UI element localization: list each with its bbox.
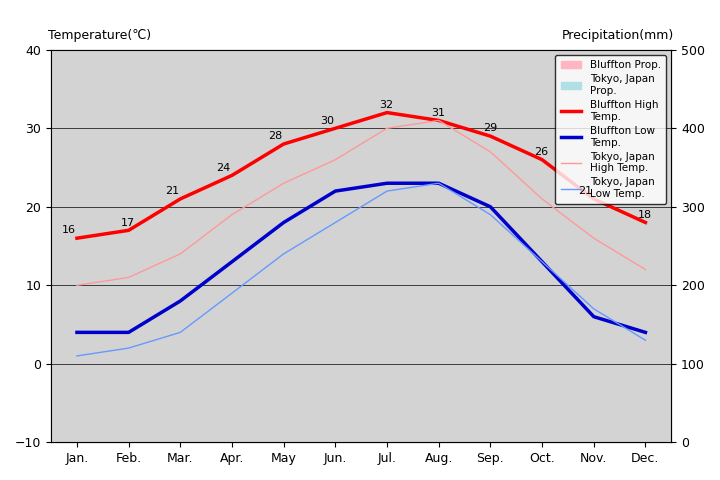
Bar <box>594 364 612 442</box>
Text: 21: 21 <box>165 186 179 196</box>
Bar <box>181 344 199 442</box>
Text: 16: 16 <box>61 226 76 236</box>
Bar <box>317 324 335 442</box>
Bar <box>336 305 354 442</box>
Bar <box>77 393 95 442</box>
Bar <box>472 344 490 442</box>
Bar <box>110 413 128 442</box>
Bar <box>129 393 147 442</box>
Text: 32: 32 <box>379 100 393 110</box>
Text: Precipitation(mm): Precipitation(mm) <box>562 29 675 42</box>
Text: 24: 24 <box>217 163 230 173</box>
Text: 26: 26 <box>534 147 549 157</box>
Bar <box>265 354 284 442</box>
Bar <box>233 335 251 442</box>
Text: 21: 21 <box>578 186 593 196</box>
Bar <box>523 403 542 442</box>
Bar <box>162 413 180 442</box>
Text: 30: 30 <box>320 116 334 126</box>
Bar <box>490 197 509 442</box>
Bar <box>627 384 645 442</box>
Text: 28: 28 <box>268 131 282 141</box>
Text: 17: 17 <box>121 217 135 228</box>
Bar <box>387 324 405 442</box>
Bar <box>214 393 232 442</box>
Bar <box>646 393 664 442</box>
Text: Temperature(℃): Temperature(℃) <box>48 29 151 42</box>
Bar <box>420 246 438 442</box>
Bar <box>284 335 302 442</box>
Text: 29: 29 <box>482 123 497 133</box>
Text: 31: 31 <box>431 108 445 118</box>
Bar <box>439 335 457 442</box>
Legend: Bluffton Prop., Tokyo, Japan
Prop., Bluffton High
Temp., Bluffton Low
Temp., Tok: Bluffton Prop., Tokyo, Japan Prop., Bluf… <box>555 55 666 204</box>
Bar <box>369 324 387 442</box>
Bar <box>575 364 593 442</box>
Bar <box>542 177 560 442</box>
Text: 18: 18 <box>638 210 652 220</box>
